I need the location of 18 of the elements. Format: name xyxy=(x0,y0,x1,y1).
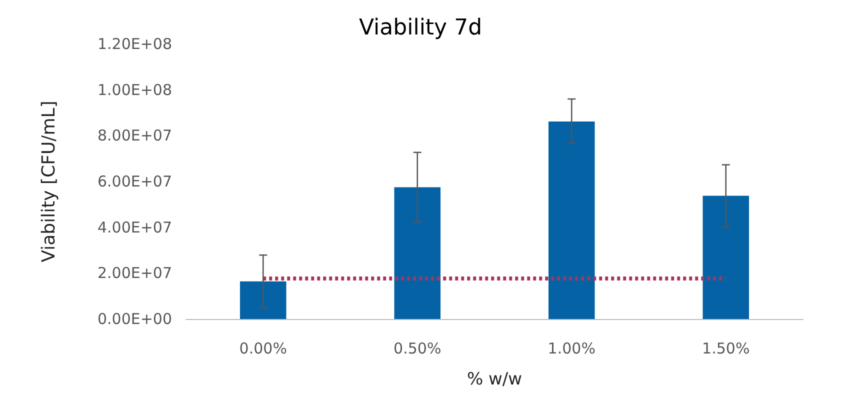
y-tick-label: 1.20E+08 xyxy=(97,35,172,53)
x-tick-label: 1.50% xyxy=(702,340,750,358)
x-axis-title: % w/w xyxy=(466,370,522,390)
bar xyxy=(240,281,286,319)
y-tick-label: 1.00E+08 xyxy=(97,80,172,99)
chart-title: Viability 7d xyxy=(358,16,482,40)
bar xyxy=(548,121,595,319)
y-axis-title: Viability [CFU/mL] xyxy=(38,100,60,262)
bar xyxy=(394,187,441,319)
y-tick-label: 6.00E+07 xyxy=(97,172,172,190)
y-tick-label: 2.00E+07 xyxy=(97,264,172,282)
y-tick-label: 0.00E+00 xyxy=(97,310,172,328)
x-tick-label: 0.00% xyxy=(239,340,287,358)
bar xyxy=(702,196,750,319)
x-tick-label: 1.00% xyxy=(548,340,596,358)
x-tick-label: 0.50% xyxy=(394,340,442,358)
y-tick-label: 4.00E+07 xyxy=(97,218,172,236)
y-tick-label: 8.00E+07 xyxy=(97,126,172,145)
